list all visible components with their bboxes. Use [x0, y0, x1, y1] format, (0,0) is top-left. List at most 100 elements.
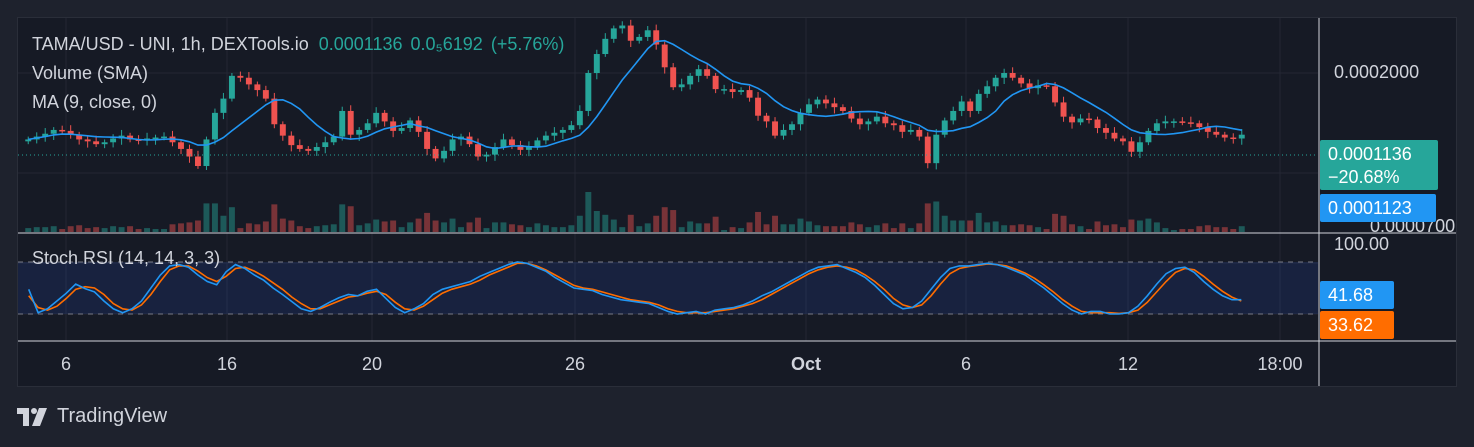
candle-body	[924, 136, 931, 164]
volume-bar	[1094, 221, 1101, 232]
volume-bar	[839, 226, 846, 232]
candle-body	[644, 30, 651, 37]
volume-bar	[492, 222, 498, 232]
tradingview-brand[interactable]: TradingView	[17, 405, 167, 428]
candle-body	[296, 145, 303, 149]
candle-body	[127, 135, 134, 140]
candle-body	[373, 112, 380, 124]
candle-body	[873, 116, 880, 122]
volume-bar	[356, 225, 363, 232]
volume-bar	[152, 229, 159, 232]
candle-body	[746, 90, 753, 98]
candle-body	[712, 75, 719, 90]
candle-body	[958, 101, 965, 111]
stoch-d-badge: 33.62	[1320, 311, 1394, 339]
volume-bar	[950, 220, 957, 232]
candle-body	[67, 130, 74, 135]
volume-bar	[636, 226, 643, 232]
candle-body	[432, 148, 439, 159]
volume-bar	[831, 226, 838, 232]
candles	[25, 19, 1245, 170]
candle-body	[1119, 138, 1126, 142]
candle-body	[721, 89, 728, 91]
volume-bar	[1179, 229, 1186, 232]
candle-body	[347, 110, 354, 135]
x-tick-label: 16	[216, 354, 238, 374]
candle-body	[84, 139, 91, 142]
volume-bar	[924, 203, 931, 232]
volume-bar	[1001, 225, 1008, 232]
candle-body	[288, 135, 295, 146]
candle-body	[1103, 128, 1109, 133]
volume-bar	[237, 228, 244, 232]
symbol-title[interactable]: TAMA/USD - UNI, 1h, DEXTools.io	[32, 34, 309, 54]
candle-body	[1187, 122, 1194, 124]
volume-bar	[1204, 225, 1211, 232]
volume-bar	[59, 229, 66, 232]
volume-bar	[1052, 213, 1059, 232]
candle-body	[1026, 83, 1033, 89]
volume-bar	[780, 224, 787, 232]
candle-body	[178, 142, 184, 149]
candle-body	[542, 135, 549, 141]
candle-body	[678, 84, 685, 88]
volume-bar	[1018, 224, 1025, 232]
candle-body	[882, 116, 889, 124]
candle-body	[211, 112, 218, 140]
volume-bar	[415, 218, 422, 232]
volume-bar	[76, 225, 83, 232]
volume-legend[interactable]: Volume (SMA)	[32, 63, 149, 83]
candle-body	[814, 99, 821, 105]
candle-body	[1221, 134, 1228, 138]
volume-bar	[211, 203, 218, 232]
volume-bar	[508, 224, 515, 232]
volume-bar	[279, 218, 286, 232]
volume-bar	[1103, 225, 1109, 232]
candle-body	[449, 139, 456, 151]
candle-body	[1153, 123, 1160, 131]
volume-bar	[25, 228, 32, 232]
candle-body	[1204, 127, 1211, 132]
chart-canvas[interactable]	[18, 18, 1457, 387]
volume-bar	[271, 204, 278, 232]
volume-bar	[161, 229, 167, 232]
candle-body	[975, 93, 982, 111]
tradingview-logo-icon	[17, 407, 47, 426]
candle-body	[152, 137, 159, 140]
candle-body	[42, 133, 49, 137]
volume-bar	[670, 210, 677, 232]
candle-body	[763, 115, 770, 122]
candle-body	[271, 98, 278, 125]
volume-bar	[1170, 230, 1177, 232]
candle-body	[780, 129, 787, 136]
volume-bar	[822, 226, 829, 232]
ma-legend[interactable]: MA (9, close, 0)	[32, 92, 158, 112]
candle-body	[1009, 73, 1016, 78]
volume-bar	[907, 228, 914, 232]
candle-body	[1145, 130, 1152, 143]
volume-bar	[42, 227, 49, 232]
candle-body	[1179, 121, 1186, 123]
candle-body	[755, 97, 762, 116]
candle-body	[93, 141, 100, 145]
candle-body	[262, 90, 269, 99]
volume-bar	[441, 222, 448, 232]
stoch-rsi-legend[interactable]: Stoch RSI (14, 14, 3, 3)	[32, 248, 221, 268]
candle-body	[704, 69, 711, 76]
volume-bar	[602, 214, 609, 232]
volume-bar	[865, 227, 872, 232]
volume-bar	[118, 227, 125, 232]
volume-bar	[1026, 225, 1033, 232]
volume-bar	[1238, 226, 1245, 232]
volume-bar	[84, 228, 91, 232]
volume-bar	[1111, 224, 1118, 232]
price-level-label: 0.0002000	[1334, 62, 1420, 82]
stoch-k-badge: 41.68	[1320, 281, 1394, 309]
volume-bar	[144, 228, 151, 232]
candle-body	[203, 139, 210, 167]
volume-bar	[721, 230, 728, 232]
chart-frame[interactable]: TAMA/USD - UNI, 1h, DEXTools.io 0.0001136…	[17, 17, 1457, 387]
volume-bar	[1230, 229, 1237, 232]
volume-bar	[262, 221, 269, 232]
candle-body	[110, 138, 117, 143]
